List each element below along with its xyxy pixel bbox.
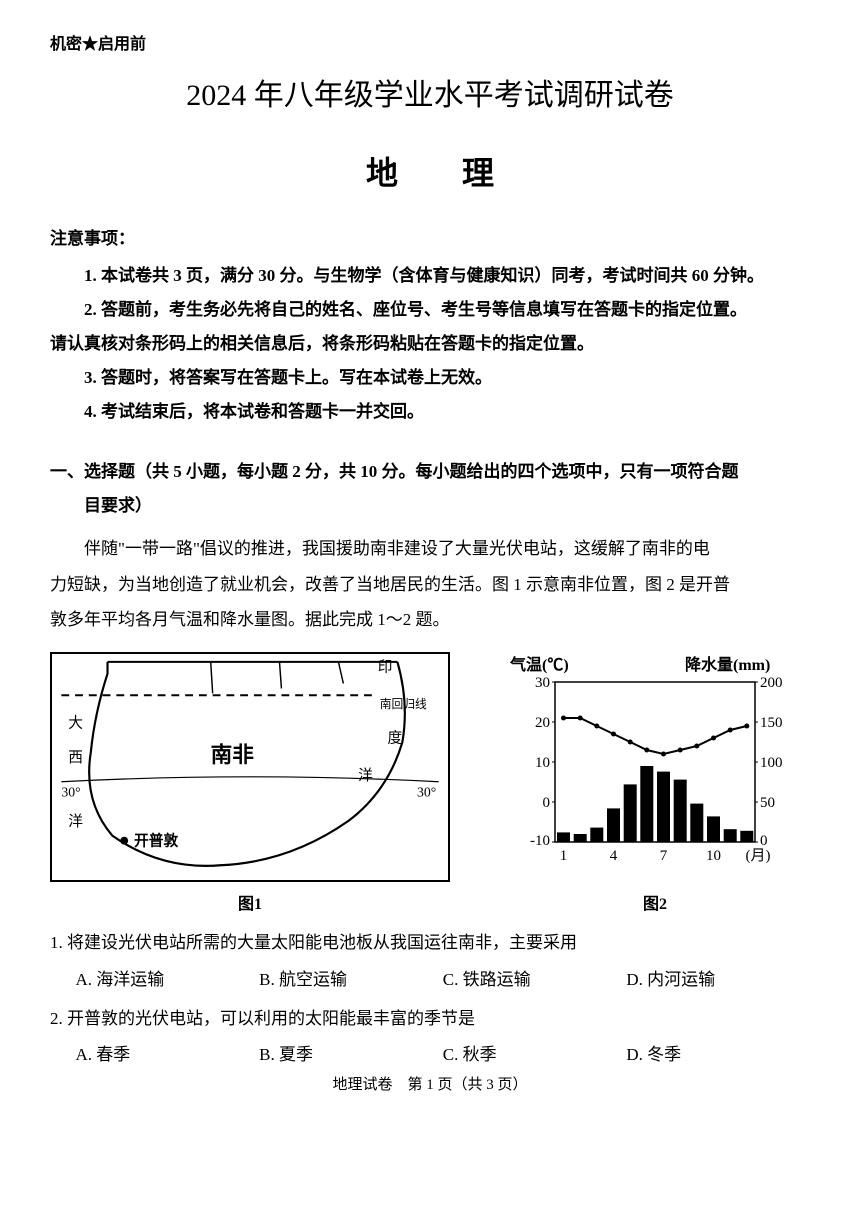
figure-1-box: 印 南回归线 度 洋 大 西 30° 洋 30° 南非 开普敦 图1 xyxy=(50,652,450,914)
q1-opt-a: A. 海洋运输 xyxy=(76,965,260,990)
question-1-stem: 1. 将建设光伏电站所需的大量太阳能电池板从我国运往南非，主要采用 xyxy=(50,928,810,959)
ocean-right-2: 度 xyxy=(388,729,403,746)
subject-title: 地 理 xyxy=(50,148,810,194)
temp-line xyxy=(564,718,747,754)
temp-tick-n10: -10 xyxy=(530,833,550,849)
precip-tick-150: 150 xyxy=(760,715,783,731)
notice-item-2: 2. 答题前，考生务必先将自己的姓名、座位号、考生号等信息填写在答题卡的指定位置… xyxy=(50,293,810,327)
ocean-left-3: 洋 xyxy=(68,813,83,830)
question-1-options: A. 海洋运输 B. 航空运输 C. 铁路运输 D. 内河运输 xyxy=(50,965,810,990)
city-label: 开普敦 xyxy=(134,832,178,850)
notice-item-3: 3. 答题时，将答案写在答题卡上。写在本试卷上无效。 xyxy=(50,361,810,395)
notice-item-4: 4. 考试结束后，将本试卷和答题卡一并交回。 xyxy=(50,395,810,429)
page-footer: 地理试卷 第 1 页（共 3 页） xyxy=(50,1073,810,1094)
question-2-stem: 2. 开普敦的光伏电站，可以利用的太阳能最丰富的季节是 xyxy=(50,1004,810,1035)
south-africa-map: 印 南回归线 度 洋 大 西 30° 洋 30° 南非 开普敦 xyxy=(50,652,450,882)
passage-line-2: 力短缺，为当地创造了就业机会，改善了当地居民的生活。图 1 示意南非位置，图 2… xyxy=(50,567,810,603)
q1-opt-c: C. 铁路运输 xyxy=(443,965,627,990)
q2-opt-a: A. 春季 xyxy=(76,1040,260,1065)
notice-item-2-cont: 请认真核对条形码上的相关信息后，将条形码粘贴在答题卡的指定位置。 xyxy=(50,327,810,361)
precip-tick-200: 200 xyxy=(760,675,783,691)
confidential-label: 机密★启用前 xyxy=(50,30,810,54)
lat-right: 30° xyxy=(417,785,436,800)
month-7: 7 xyxy=(660,848,668,864)
figure-1-label: 图1 xyxy=(238,890,262,914)
section-1-title: 一、选择题（共 5 小题，每小题 2 分，共 10 分。每小题给出的四个选项中，… xyxy=(50,455,810,489)
figure-2-box: 气温(℃) 降水量(mm) 30 20 10 0 -10 200 150 100… xyxy=(500,652,810,914)
precip-tick-50: 50 xyxy=(760,795,775,811)
temp-tick-30: 30 xyxy=(535,675,550,691)
figure-2-label: 图2 xyxy=(643,890,667,914)
climate-chart: 气温(℃) 降水量(mm) 30 20 10 0 -10 200 150 100… xyxy=(500,652,810,882)
ocean-right-1: 印 xyxy=(378,659,393,676)
temp-axis-label: 气温(℃) xyxy=(509,655,569,674)
q2-opt-c: C. 秋季 xyxy=(443,1040,627,1065)
notice-item-1: 1. 本试卷共 3 页，满分 30 分。与生物学（含体育与健康知识）同考，考试时… xyxy=(50,259,810,293)
figures-container: 印 南回归线 度 洋 大 西 30° 洋 30° 南非 开普敦 图1 气温(℃)… xyxy=(50,652,810,914)
passage-line-1: 伴随"一带一路"倡议的推进，我国援助南非建设了大量光伏电站，这缓解了南非的电 xyxy=(50,531,810,567)
precip-tick-0: 0 xyxy=(760,833,768,849)
precip-tick-100: 100 xyxy=(760,755,783,771)
q2-opt-b: B. 夏季 xyxy=(259,1040,443,1065)
q1-opt-b: B. 航空运输 xyxy=(259,965,443,990)
passage-line-3: 敦多年平均各月气温和降水量图。据此完成 1～2 题。 xyxy=(50,602,810,638)
lat-left: 30° xyxy=(61,785,80,800)
ocean-left-2: 西 xyxy=(68,750,83,766)
temp-tick-0: 0 xyxy=(543,795,551,811)
section-1-title-cont: 目要求） xyxy=(50,489,810,523)
month-unit: (月) xyxy=(746,848,771,864)
country-label: 南非 xyxy=(211,743,255,767)
ocean-left-1: 大 xyxy=(68,715,83,732)
precip-axis-label: 降水量(mm) xyxy=(685,655,770,674)
ocean-right-3: 洋 xyxy=(358,767,373,784)
month-1: 1 xyxy=(560,848,568,864)
temp-tick-10: 10 xyxy=(535,755,550,771)
tropic-label: 南回归线 xyxy=(380,697,427,711)
question-2-options: A. 春季 B. 夏季 C. 秋季 D. 冬季 xyxy=(50,1040,810,1065)
notice-heading: 注意事项： xyxy=(50,224,810,249)
exam-title: 2024 年八年级学业水平考试调研试卷 xyxy=(50,70,810,114)
month-10: 10 xyxy=(706,848,721,864)
temp-tick-20: 20 xyxy=(535,715,550,731)
month-4: 4 xyxy=(610,848,618,864)
q2-opt-d: D. 冬季 xyxy=(626,1040,810,1065)
precip-bars xyxy=(557,766,753,842)
q1-opt-d: D. 内河运输 xyxy=(626,965,810,990)
